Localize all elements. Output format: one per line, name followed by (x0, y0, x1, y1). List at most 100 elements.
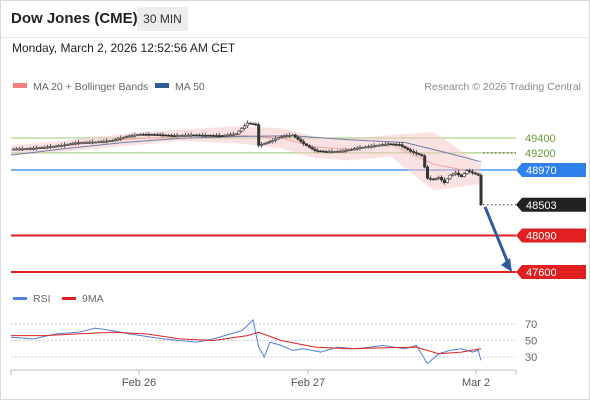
candle-up (68, 143, 72, 146)
candle-up (361, 147, 365, 149)
candle-up (105, 140, 109, 143)
candle-up (62, 144, 66, 147)
candle-up (347, 149, 351, 152)
candle-up (122, 137, 126, 139)
candle-up (79, 142, 83, 144)
candle-up (451, 173, 455, 176)
candle-up (274, 138, 278, 141)
x-axis-labels: Feb 26 Feb 27 Mar 2 (122, 370, 490, 389)
candle-down (395, 144, 399, 146)
timeframe-button[interactable]: 30 MIN (137, 7, 188, 31)
candle-down (251, 123, 255, 125)
x-tick-label: Feb 27 (291, 377, 325, 389)
legend-ma50-label: MA 50 (175, 81, 205, 93)
candle-down (169, 135, 173, 137)
candle-up (454, 172, 458, 175)
candle-down (425, 166, 429, 179)
candle-down (198, 134, 202, 137)
projection-arrow-head (501, 258, 512, 272)
candle-down (473, 172, 477, 175)
candle-down (411, 151, 415, 153)
source-credit: Research © 2026 Trading Central (424, 81, 581, 93)
legend-rsi-swatch (13, 297, 27, 300)
candle-down (420, 154, 424, 157)
candle-up (282, 135, 286, 138)
candle-up (338, 150, 342, 153)
candle-up (175, 135, 179, 137)
candle-down (172, 135, 176, 137)
candle-up (378, 144, 382, 147)
chart-timestamp: Monday, March 2, 2026 12:52:56 AM CET (12, 41, 236, 55)
candle-up (445, 178, 449, 183)
candle-up (276, 137, 280, 140)
candle-down (206, 135, 210, 137)
level-layer: 49400 49200 48970 48503 48090 47600 (483, 133, 586, 279)
candle-up (465, 170, 469, 174)
candle-up (46, 146, 50, 149)
candle-down (147, 134, 151, 136)
candle-up (88, 141, 92, 144)
candle-down (155, 134, 159, 136)
candle-down (476, 173, 480, 176)
candle-up (364, 146, 368, 149)
candle-up (74, 142, 78, 145)
candle-down (414, 152, 418, 154)
candle-down (214, 135, 218, 137)
candle-down (195, 134, 199, 137)
candle-up (437, 177, 441, 179)
last-label-48503: 48503 (526, 200, 557, 212)
candle-up (139, 134, 143, 136)
candle-up (335, 151, 339, 153)
candle-up (349, 149, 353, 151)
rsi-tick-50: 50 (525, 336, 537, 348)
candle-up (99, 141, 103, 143)
rsi-tick-30: 30 (525, 352, 537, 364)
legend-ma50-swatch (155, 83, 169, 88)
candle-down (400, 144, 404, 147)
candle-down (406, 147, 410, 151)
candle-down (296, 136, 300, 140)
legend-rsi-ma-label: 9MA (82, 293, 104, 305)
candle-up (352, 148, 356, 151)
candle-up (245, 122, 249, 127)
candle-up (34, 147, 38, 150)
candle-up (268, 141, 272, 143)
candle-up (102, 141, 106, 143)
candle-up (234, 133, 238, 136)
candle-up (82, 142, 86, 144)
candle-down (302, 141, 306, 145)
price-layer (10, 120, 516, 273)
candle-down (392, 143, 396, 146)
candle-up (380, 144, 384, 146)
candle-up (383, 144, 387, 146)
candle-down (144, 134, 148, 136)
candle-up (243, 125, 247, 129)
candle-up (127, 135, 131, 138)
candle-down (203, 135, 207, 137)
candle-up (231, 134, 235, 136)
candle-down (471, 171, 475, 174)
rsi-ma-line (11, 331, 482, 355)
candle-down (257, 124, 261, 146)
candle-down (141, 134, 145, 136)
candle-down (431, 178, 435, 181)
candle-up (116, 138, 120, 141)
candle-down (428, 177, 432, 180)
candle-up (77, 142, 81, 144)
candle-down (200, 134, 204, 137)
candle-up (15, 148, 19, 151)
legend-bollinger-label: MA 20 + Bollinger Bands (33, 81, 148, 93)
candle-up (223, 135, 227, 137)
candle-up (57, 145, 61, 147)
candle-down (304, 143, 308, 146)
candle-up (189, 134, 193, 137)
support-label-47600: 47600 (526, 267, 557, 279)
candle-up (91, 141, 95, 144)
ma50-line (10, 135, 482, 163)
candle-up (96, 141, 100, 144)
rsi-line (10, 318, 482, 365)
last-label-box-48503 (516, 197, 586, 212)
candle-up (108, 140, 112, 143)
candle-down (310, 147, 314, 150)
candle-up (330, 151, 334, 153)
